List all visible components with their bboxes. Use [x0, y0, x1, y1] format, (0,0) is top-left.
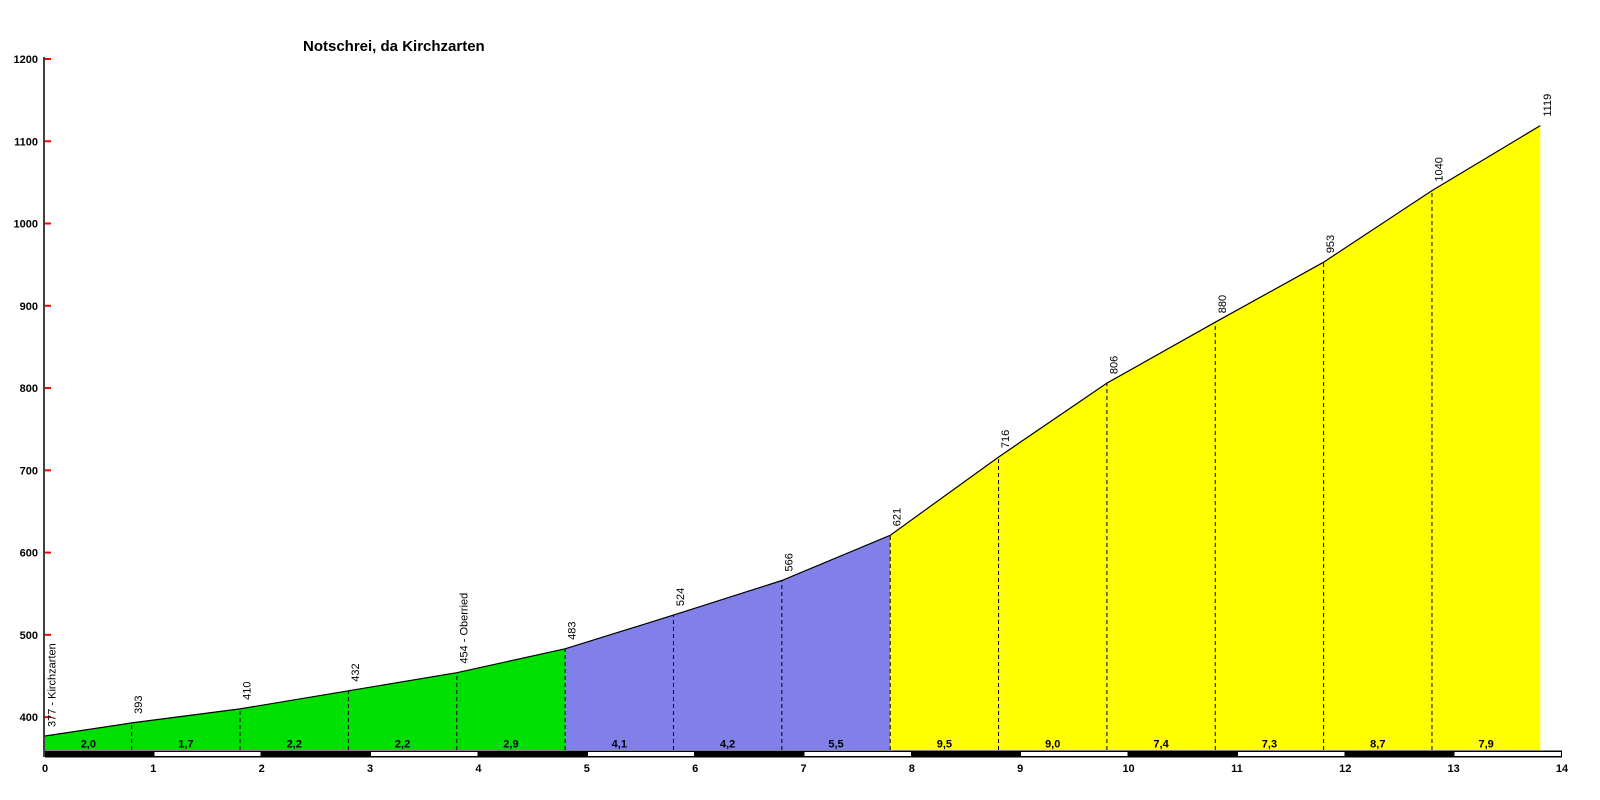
x-axis-label: 13 — [1448, 763, 1460, 775]
elevation-label: 566 — [783, 553, 795, 571]
km-bar-block — [370, 751, 479, 757]
gradient-label: 7,9 — [1479, 739, 1494, 751]
elevation-label: 880 — [1217, 295, 1229, 313]
y-axis-label: 1100 — [14, 136, 38, 148]
y-axis-label: 900 — [20, 301, 38, 313]
elevation-label: 716 — [1000, 430, 1012, 448]
elevation-label: 953 — [1325, 235, 1337, 253]
km-bar-block — [586, 751, 696, 757]
elevation-label: 377 - Kirchzarten — [47, 643, 59, 727]
x-axis-label: 11 — [1231, 763, 1243, 775]
x-axis-label: 12 — [1339, 763, 1351, 775]
y-axis-label: 700 — [20, 465, 38, 477]
elevation-label: 806 — [1108, 356, 1120, 374]
elevation-label: 1119 — [1542, 94, 1554, 117]
x-axis-label: 14 — [1556, 763, 1569, 775]
x-axis-label: 0 — [42, 763, 48, 775]
elevation-label: 432 — [350, 663, 362, 681]
km-bar-block — [1020, 751, 1129, 757]
x-axis-label: 5 — [584, 763, 590, 775]
gradient-label: 2,9 — [503, 739, 518, 751]
gradient-label: 7,4 — [1153, 739, 1169, 751]
km-bar-block — [803, 751, 912, 757]
gradient-label: 4,1 — [612, 739, 627, 751]
gradient-label: 2,2 — [395, 739, 410, 751]
gradient-label: 7,3 — [1262, 739, 1277, 751]
profile-line — [44, 125, 1541, 737]
gradient-label: 5,5 — [828, 739, 843, 751]
km-bar-block — [153, 751, 262, 757]
elevation-label: 393 — [133, 695, 145, 713]
y-axis-label: 1200 — [14, 54, 38, 66]
y-axis-label: 400 — [20, 712, 38, 724]
x-axis-label: 4 — [475, 763, 482, 775]
x-axis-label: 2 — [259, 763, 265, 775]
x-axis-label: 10 — [1122, 763, 1134, 775]
profile-area-zone — [890, 125, 1541, 751]
gradient-label: 4,2 — [720, 739, 735, 751]
elevation-label: 621 — [892, 508, 904, 526]
profile-area-zone — [45, 648, 566, 750]
chart-title: Notschrei, da Kirchzarten — [303, 38, 485, 55]
gradient-label: 2,0 — [81, 739, 96, 751]
x-axis-label: 1 — [150, 763, 156, 775]
x-axis-label: 7 — [800, 763, 806, 775]
x-axis-label: 6 — [692, 763, 698, 775]
y-axis-label: 800 — [20, 383, 38, 395]
x-axis-label: 9 — [1017, 763, 1023, 775]
x-axis-label: 3 — [367, 763, 373, 775]
x-axis-label: 8 — [909, 763, 915, 775]
y-axis-label: 1000 — [14, 219, 38, 231]
elevation-label: 524 — [675, 588, 687, 606]
gradient-label: 9,0 — [1045, 739, 1060, 751]
gradient-label: 1,7 — [178, 739, 193, 751]
elevation-label: 1040 — [1433, 157, 1445, 181]
km-bar — [45, 750, 1562, 758]
profile-area-zone — [565, 535, 891, 750]
elevation-label: 483 — [567, 621, 579, 639]
y-axis-label: 600 — [20, 548, 38, 560]
gradient-label: 9,5 — [937, 739, 952, 751]
gradient-label: 2,2 — [287, 739, 302, 751]
y-axis-label: 500 — [20, 630, 38, 642]
km-bar-block — [1236, 751, 1346, 757]
elevation-label: 454 - Oberried — [458, 593, 470, 664]
km-bar-block — [1453, 751, 1562, 757]
gradient-label: 8,7 — [1370, 739, 1385, 751]
elevation-label: 410 — [242, 682, 254, 700]
